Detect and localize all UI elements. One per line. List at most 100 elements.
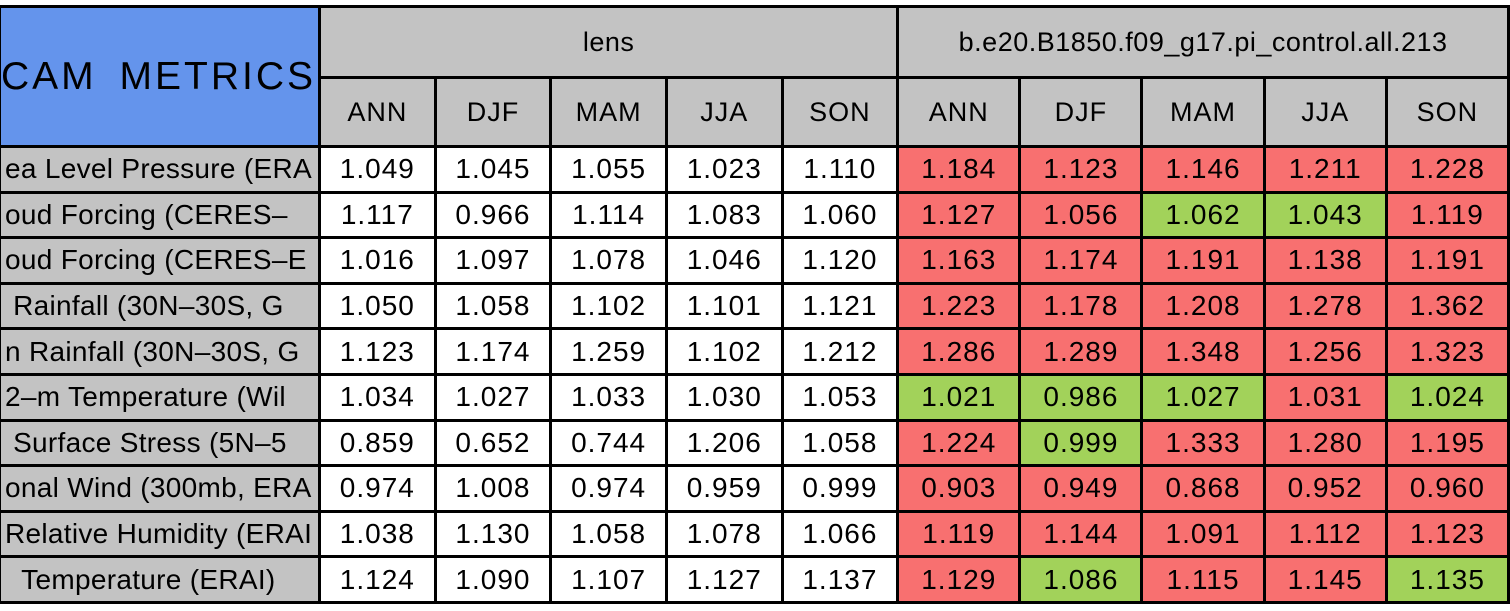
lens-value-cell: 1.110	[780, 145, 900, 194]
lens-value-cell: 1.078	[664, 509, 784, 559]
lens-value-cell: 0.966	[433, 190, 553, 240]
control-value-cell: 1.027	[1140, 372, 1266, 422]
control-value-cell: 1.228	[1384, 145, 1510, 194]
lens-value-cell: 1.034	[318, 372, 437, 422]
control-value-cell: 0.868	[1140, 464, 1266, 513]
season-header-control-mam: MAM	[1140, 76, 1266, 148]
control-value-cell: 1.144	[1018, 509, 1144, 559]
lens-value-cell: 1.102	[664, 327, 784, 376]
control-value-cell: 1.184	[896, 145, 1022, 194]
control-value-cell: 1.191	[1140, 236, 1266, 285]
season-header-control-son: SON	[1384, 76, 1510, 148]
season-header-control-djf: DJF	[1018, 76, 1144, 148]
metric-row: 2–m Temperature (Wil 1.034 1.027 1.033 1.030…	[0, 372, 1510, 422]
lens-value-cell: 1.058	[780, 418, 900, 468]
lens-value-cell: 1.127	[664, 555, 784, 604]
lens-value-cell: 1.023	[664, 145, 784, 194]
season-header-lens-jja: JJA	[664, 76, 784, 148]
metric-row: Rainfall (30N–30S, G 1.050 1.058 1.102 1.101…	[0, 281, 1510, 331]
lens-value-cell: 0.999	[780, 464, 900, 513]
metric-row-label: Rainfall (30N–30S, G	[0, 281, 321, 331]
metric-row: Relative Humidity (ERAI 1.038 1.130 1.058 1.…	[0, 509, 1510, 559]
metric-row: oud Forcing (CERES–E 1.016 1.097 1.078 1.046…	[0, 236, 1510, 285]
metric-row-label: oud Forcing (CERES–E	[0, 236, 321, 285]
metric-row-label: 2–m Temperature (Wil	[0, 372, 321, 422]
metric-row-label: n Rainfall (30N–30S, G	[0, 327, 321, 376]
lens-value-cell: 0.744	[549, 418, 668, 468]
control-value-cell: 1.043	[1262, 190, 1388, 240]
lens-value-cell: 1.033	[549, 372, 668, 422]
lens-value-cell: 1.038	[318, 509, 437, 559]
lens-value-cell: 1.114	[549, 190, 668, 240]
control-value-cell: 0.999	[1018, 418, 1144, 468]
season-header-control-jja: JJA	[1262, 76, 1388, 148]
lens-value-cell: 1.016	[318, 236, 437, 285]
lens-value-cell: 1.049	[318, 145, 437, 194]
metrics-body: ea Level Pressure (ERA 1.049 1.045 1.055 1.0…	[0, 145, 1510, 604]
control-value-cell: 0.986	[1018, 372, 1144, 422]
control-value-cell: 1.135	[1384, 555, 1510, 604]
lens-value-cell: 1.174	[433, 327, 553, 376]
lens-value-cell: 1.066	[780, 509, 900, 559]
control-value-cell: 1.278	[1262, 281, 1388, 331]
lens-value-cell: 0.974	[549, 464, 668, 513]
lens-value-cell: 1.259	[549, 327, 668, 376]
control-value-cell: 1.191	[1384, 236, 1510, 285]
control-value-cell: 1.362	[1384, 281, 1510, 331]
control-value-cell: 1.256	[1262, 327, 1388, 376]
control-value-cell: 1.146	[1140, 145, 1266, 194]
lens-value-cell: 0.859	[318, 418, 437, 468]
cam-metrics-table-wrap: CAM METRICS lens b.e20.B1850.f09_g17.pi_…	[0, 5, 1510, 604]
lens-value-cell: 1.130	[433, 509, 553, 559]
lens-value-cell: 1.008	[433, 464, 553, 513]
group-header-row: CAM METRICS lens b.e20.B1850.f09_g17.pi_…	[0, 5, 1510, 148]
control-value-cell: 1.119	[1384, 190, 1510, 240]
control-value-cell: 1.031	[1262, 372, 1388, 422]
control-value-cell: 0.960	[1384, 464, 1510, 513]
control-value-cell: 0.949	[1018, 464, 1144, 513]
lens-value-cell: 1.120	[780, 236, 900, 285]
lens-value-cell: 1.117	[318, 190, 437, 240]
control-value-cell: 1.208	[1140, 281, 1266, 331]
control-value-cell: 1.211	[1262, 145, 1388, 194]
season-header-row: ANN DJF MAM JJA SON ANN DJF MAM JJA SON	[0, 76, 1510, 148]
control-value-cell: 1.091	[1140, 509, 1266, 559]
control-value-cell: 1.145	[1262, 555, 1388, 604]
lens-value-cell: 1.090	[433, 555, 553, 604]
season-header-lens-ann: ANN	[318, 76, 437, 148]
control-value-cell: 1.286	[896, 327, 1022, 376]
lens-value-cell: 1.123	[318, 327, 437, 376]
control-value-cell: 1.178	[1018, 281, 1144, 331]
lens-value-cell: 1.058	[549, 509, 668, 559]
control-value-cell: 1.024	[1384, 372, 1510, 422]
lens-value-cell: 1.050	[318, 281, 437, 331]
group-header-lens: lens	[317, 5, 900, 79]
lens-value-cell: 1.060	[780, 190, 900, 240]
control-value-cell: 1.062	[1140, 190, 1266, 240]
lens-value-cell: 1.045	[433, 145, 553, 194]
lens-value-cell: 1.058	[433, 281, 553, 331]
metric-row: onal Wind (300mb, ERA 0.974 1.008 0.974 0.95…	[0, 464, 1510, 513]
lens-value-cell: 1.083	[664, 190, 784, 240]
lens-value-cell: 1.053	[780, 372, 900, 422]
control-value-cell: 1.223	[896, 281, 1022, 331]
metric-row: oud Forcing (CERES– 1.117 0.966 1.114 1.083 1…	[0, 190, 1510, 240]
control-value-cell: 1.119	[896, 509, 1022, 559]
lens-value-cell: 1.101	[664, 281, 784, 331]
lens-value-cell: 1.027	[433, 372, 553, 422]
control-value-cell: 1.129	[896, 555, 1022, 604]
lens-value-cell: 1.212	[780, 327, 900, 376]
control-value-cell: 1.115	[1140, 555, 1266, 604]
lens-value-cell: 1.078	[549, 236, 668, 285]
cam-metrics-table: CAM METRICS lens b.e20.B1850.f09_g17.pi_…	[0, 5, 1510, 604]
season-header-control-ann: ANN	[896, 76, 1022, 148]
metric-row-label: ea Level Pressure (ERA	[0, 145, 321, 194]
lens-value-cell: 1.206	[664, 418, 784, 468]
lens-value-cell: 0.959	[664, 464, 784, 513]
lens-value-cell: 1.046	[664, 236, 784, 285]
control-value-cell: 1.174	[1018, 236, 1144, 285]
table-title: CAM METRICS	[0, 5, 321, 148]
lens-value-cell: 1.097	[433, 236, 553, 285]
control-value-cell: 1.348	[1140, 327, 1266, 376]
group-header-control-run: b.e20.B1850.f09_g17.pi_control.all.213	[896, 5, 1510, 79]
